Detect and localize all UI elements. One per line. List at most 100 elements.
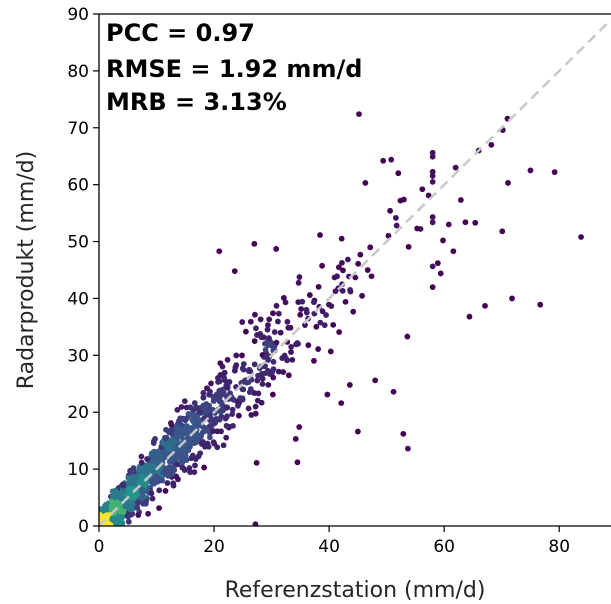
data-point [367, 244, 374, 251]
data-point [142, 462, 149, 469]
data-point [317, 319, 324, 326]
data-point [344, 256, 351, 263]
data-point [156, 505, 162, 512]
x-tick-label: 40 [318, 537, 340, 557]
data-point [140, 494, 147, 501]
data-point [167, 459, 174, 465]
data-point [107, 523, 113, 526]
data-point [201, 464, 208, 471]
data-point [279, 355, 286, 362]
data-point [362, 180, 369, 186]
data-point [162, 435, 169, 442]
data-point [270, 310, 276, 317]
data-point [188, 426, 195, 433]
data-point [145, 510, 152, 517]
data-point [328, 303, 335, 310]
data-point [271, 329, 278, 335]
y-tick-label: 20 [67, 403, 89, 423]
data-point [440, 237, 446, 244]
data-point [138, 459, 145, 466]
data-point [192, 462, 198, 469]
data-point [149, 457, 156, 464]
data-point [224, 404, 231, 411]
data-point [99, 506, 104, 512]
data-point [321, 322, 328, 329]
data-point [165, 445, 172, 452]
data-point [429, 178, 436, 185]
data-point [171, 439, 178, 446]
data-point [339, 287, 346, 294]
data-point [231, 268, 238, 275]
data-point [270, 374, 277, 381]
data-point [296, 274, 303, 280]
data-point [208, 380, 214, 387]
data-point [127, 511, 134, 518]
data-point [191, 439, 197, 446]
data-point [207, 422, 214, 429]
data-point [109, 498, 116, 505]
data-point [527, 167, 534, 174]
data-point [450, 248, 457, 255]
data-point [177, 415, 184, 422]
data-point [303, 309, 310, 316]
data-point [240, 386, 247, 393]
data-point [323, 312, 330, 318]
data-point [352, 274, 359, 281]
data-point [313, 323, 320, 330]
data-point [165, 466, 171, 473]
data-point [120, 481, 127, 488]
data-point [392, 215, 399, 221]
data-point [315, 283, 322, 290]
data-point [462, 219, 469, 226]
data-point [173, 447, 180, 454]
data-point [288, 349, 294, 355]
data-point [359, 292, 365, 299]
data-point [270, 358, 277, 365]
data-point [273, 302, 280, 309]
data-point [466, 313, 473, 320]
data-point [324, 391, 331, 398]
data-point [139, 474, 146, 480]
data-point [170, 482, 177, 489]
data-point [246, 389, 253, 396]
data-point [149, 495, 156, 502]
data-point [239, 352, 245, 359]
data-point [537, 301, 544, 308]
data-point [174, 406, 181, 413]
data-point [368, 273, 375, 280]
y-tick-label: 90 [67, 5, 89, 25]
data-point [319, 308, 326, 315]
data-point [275, 318, 281, 325]
data-point [338, 400, 345, 407]
data-point [223, 434, 230, 441]
data-point [204, 440, 211, 447]
data-point [217, 372, 224, 378]
data-point [395, 170, 402, 177]
data-point [159, 477, 166, 484]
data-point [298, 306, 305, 312]
data-point [235, 412, 242, 419]
data-point [245, 405, 252, 412]
data-point [452, 164, 459, 171]
data-point [247, 368, 254, 375]
data-point [224, 356, 231, 363]
data-point [393, 222, 400, 229]
data-point [151, 480, 157, 487]
y-axis-label: Radarprodukt (mm/d) [14, 151, 39, 389]
data-point [280, 295, 287, 301]
data-point [275, 368, 282, 375]
data-point [264, 326, 271, 333]
data-point [180, 450, 187, 457]
data-point [262, 346, 269, 353]
data-point [114, 491, 120, 497]
ticks-layer: 0 20 40 60 80 0 10 20 30 40 50 60 70 80 90 [67, 5, 570, 557]
data-point [210, 417, 217, 424]
one-to-one-line [98, 18, 611, 527]
data-point [275, 310, 282, 317]
data-point [210, 428, 217, 434]
data-point [216, 387, 223, 394]
data-point [429, 263, 436, 270]
data-point [125, 518, 132, 525]
data-point [216, 398, 223, 405]
data-point [182, 426, 189, 433]
